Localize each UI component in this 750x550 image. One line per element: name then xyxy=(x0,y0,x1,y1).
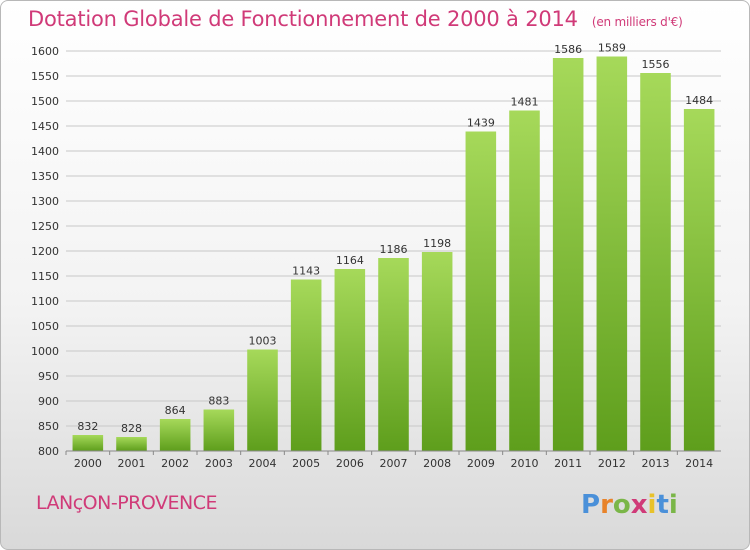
x-tick-label: 2008 xyxy=(423,457,451,470)
bar-2002 xyxy=(159,419,191,451)
logo-letter: t xyxy=(656,490,669,520)
x-axis-ticks: 2000 2001 2002 2003 2004 2005 2006 2007 2008 2009… xyxy=(65,451,713,470)
value-label: 1586 xyxy=(554,43,582,56)
y-tick-label: 900 xyxy=(38,395,59,408)
y-tick-label: 1550 xyxy=(31,70,59,83)
x-tick-label: 2005 xyxy=(292,457,320,470)
value-label: 864 xyxy=(165,404,186,417)
title-text: Dotation Globale de Fonctionnement de 20… xyxy=(28,7,578,31)
value-label: 1164 xyxy=(336,254,364,267)
x-tick-label: 2013 xyxy=(642,457,670,470)
logo-letter: i xyxy=(647,490,657,520)
chart-title: Dotation Globale de Fonctionnement de 20… xyxy=(28,7,683,31)
bar-2005 xyxy=(290,279,322,451)
value-label: 1143 xyxy=(292,265,320,278)
x-tick-label: 2003 xyxy=(205,457,233,470)
bar-2012 xyxy=(596,56,628,451)
value-label: 1198 xyxy=(423,237,451,250)
value-label: 828 xyxy=(121,422,142,435)
bar-2003 xyxy=(203,409,235,451)
logo-letter: i xyxy=(668,490,678,520)
bar-2000 xyxy=(72,435,104,451)
y-tick-label: 850 xyxy=(38,420,59,433)
y-tick-label: 1300 xyxy=(31,195,59,208)
logo-letter: r xyxy=(600,490,613,520)
y-tick-label: 1250 xyxy=(31,220,59,233)
bar-2006 xyxy=(334,269,366,451)
bar-2013 xyxy=(640,73,671,451)
value-label: 1556 xyxy=(642,58,670,71)
bar-2008 xyxy=(421,252,453,451)
logo-letter: o xyxy=(612,490,631,520)
value-label: 832 xyxy=(77,420,98,433)
bars xyxy=(72,56,715,451)
value-label: 1484 xyxy=(685,94,713,107)
commune-name: LANçON-PROVENCE xyxy=(36,492,217,514)
y-tick-label: 950 xyxy=(38,370,59,383)
value-label: 883 xyxy=(208,395,229,408)
y-tick-label: 1050 xyxy=(31,320,59,333)
x-tick-label: 2014 xyxy=(685,457,713,470)
x-tick-label: 2006 xyxy=(336,457,364,470)
chart-subtitle: (en milliers d'€) xyxy=(591,15,683,29)
bar-2014 xyxy=(683,109,715,451)
x-tick-label: 2011 xyxy=(554,457,582,470)
x-tick-label: 2004 xyxy=(249,457,277,470)
y-tick-label: 1400 xyxy=(31,145,59,158)
y-axis-ticks: 800 850 900 950 1000 1050 1100 1150 1200 1250 1300… xyxy=(31,45,59,458)
bar-2009 xyxy=(465,131,497,451)
y-tick-label: 1000 xyxy=(31,345,59,358)
value-label: 1186 xyxy=(380,243,408,256)
x-tick-label: 2012 xyxy=(598,457,626,470)
value-label: 1439 xyxy=(467,117,495,130)
logo-letter: x xyxy=(630,490,648,520)
bar-2010 xyxy=(509,110,540,451)
value-label: 1589 xyxy=(598,42,626,55)
bar-2001 xyxy=(116,437,147,451)
bar-2011 xyxy=(552,58,584,451)
x-tick-label: 2001 xyxy=(118,457,146,470)
x-tick-label: 2000 xyxy=(74,457,102,470)
bar-2007 xyxy=(378,258,409,451)
y-tick-label: 1150 xyxy=(31,270,59,283)
bar-2004 xyxy=(247,349,278,451)
y-tick-label: 800 xyxy=(38,445,59,458)
x-tick-label: 2002 xyxy=(161,457,189,470)
x-tick-label: 2009 xyxy=(467,457,495,470)
value-label: 1481 xyxy=(511,96,539,109)
value-label: 1003 xyxy=(249,335,277,348)
y-tick-label: 1100 xyxy=(31,295,59,308)
proxiti-logo[interactable]: Proxiti xyxy=(581,490,678,520)
x-tick-label: 2007 xyxy=(380,457,408,470)
y-tick-label: 1200 xyxy=(31,245,59,258)
x-tick-label: 2010 xyxy=(511,457,539,470)
value-labels: 832 828 864 883 1003 1143 1164 1186 1198 1439 1481… xyxy=(77,42,713,436)
y-tick-label: 1350 xyxy=(31,170,59,183)
y-tick-label: 1500 xyxy=(31,95,59,108)
logo-letter: P xyxy=(581,490,601,520)
y-tick-label: 1600 xyxy=(31,45,59,58)
y-tick-label: 1450 xyxy=(31,120,59,133)
